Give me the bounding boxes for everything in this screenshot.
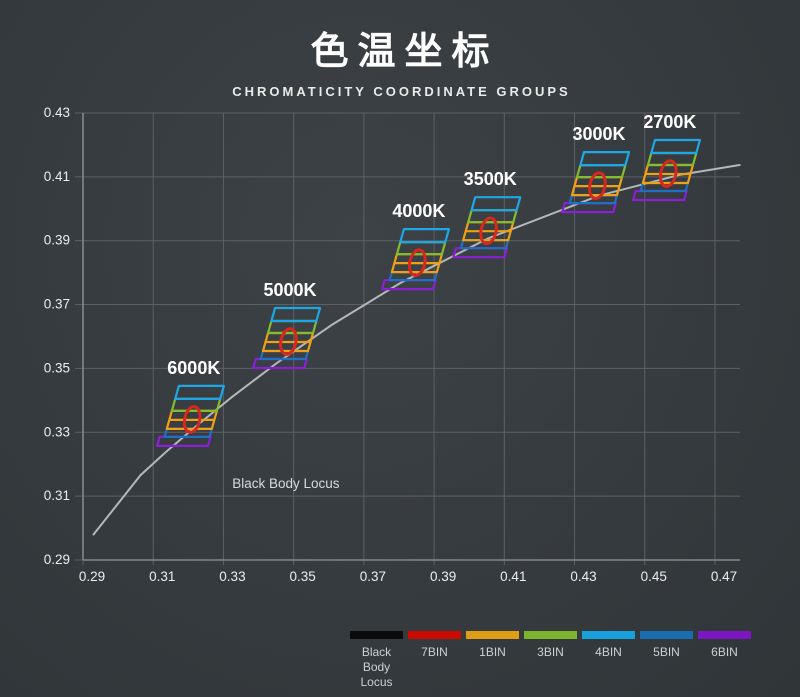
black-body-locus-label: Black Body Locus (232, 476, 340, 491)
cct-group-2700k: 2700K (632, 112, 702, 202)
legend-swatch (408, 631, 461, 639)
bin-ellipse-7bin (279, 327, 298, 356)
legend-item-1bin: 1BIN (466, 631, 519, 690)
bin-band-4bin (174, 384, 225, 400)
legend-swatch (466, 631, 519, 639)
y-tick-label: 0.37 (44, 297, 70, 312)
bin-ellipse-7bin (182, 405, 202, 434)
cct-label: 6000K (167, 358, 220, 378)
bin-band-4bin (270, 306, 322, 323)
x-tick-label: 0.45 (641, 569, 667, 584)
cct-label: 5000K (263, 280, 316, 300)
bin-band-3bin (395, 241, 447, 256)
legend-label: 3BIN (537, 645, 564, 659)
y-tick-label: 0.29 (44, 552, 70, 567)
legend-label: 7BIN (421, 645, 448, 659)
y-tick-label: 0.33 (44, 424, 70, 439)
legend-swatch (350, 631, 403, 639)
bin-band-3bin (266, 319, 318, 335)
legend-label: 4BIN (595, 645, 622, 659)
cct-label: 4000K (392, 201, 445, 221)
bin-band-4bin (470, 196, 522, 212)
bin-band-4bin (579, 151, 631, 167)
legend-label: 6BIN (711, 645, 738, 659)
page-subtitle: CHROMATICITY COORDINATE GROUPS (232, 84, 571, 99)
legend-item-5bin: 5BIN (640, 631, 693, 690)
bin-ellipse-7bin (479, 216, 498, 246)
y-tick-label: 0.39 (44, 233, 70, 248)
legend-item-4bin: 4BIN (582, 631, 635, 690)
legend-label: 5BIN (653, 645, 680, 659)
cct-group-6000k: 6000K (155, 358, 225, 447)
bin-ellipse-7bin (658, 159, 678, 188)
legend-label: Black Body Locus (360, 645, 393, 689)
cct-label: 3500K (464, 169, 517, 189)
bin-band-3bin (170, 397, 222, 412)
bin-ellipse-7bin (407, 248, 427, 278)
bin-band-3bin (575, 164, 627, 179)
bin-band-6bin (155, 435, 212, 447)
tick-labels: 0.29 0.31 0.33 0.35 0.37 0.39 0.41 0.43 0.45 0.47… (44, 105, 737, 584)
legend-item-6bin: 6BIN (698, 631, 751, 690)
cct-label: 3000K (572, 124, 625, 144)
legend-swatch (582, 631, 635, 639)
bin-band-4bin (399, 228, 451, 244)
x-tick-label: 0.29 (79, 569, 105, 584)
x-tick-label: 0.31 (149, 569, 175, 584)
x-tick-label: 0.47 (711, 569, 737, 584)
x-tick-label: 0.41 (500, 569, 526, 584)
legend-item-7bin: 7BIN (408, 631, 461, 690)
x-tick-label: 0.33 (219, 569, 245, 584)
legend-swatch (698, 631, 751, 639)
legend-swatch (640, 631, 693, 639)
page-title: 色温坐标 (310, 31, 499, 73)
legend-item-black-body-locus: Black Body Locus (350, 631, 403, 690)
cct-group-5000k: 5000K (252, 280, 322, 370)
legend-swatch (524, 631, 577, 639)
bin-band-4bin (650, 138, 702, 155)
y-tick-label: 0.31 (44, 488, 70, 503)
black-body-locus-curve (92, 164, 741, 536)
x-tick-label: 0.35 (290, 569, 316, 584)
cct-group-3000k: 3000K (561, 124, 631, 214)
axes (82, 113, 740, 561)
legend: Black Body Locus 7BIN 1BIN 3BIN 4BIN 5BIN 6BIN (350, 631, 751, 690)
legend-item-3bin: 3BIN (524, 631, 577, 690)
cct-label: 2700K (643, 112, 696, 132)
bin-ellipse-7bin (588, 171, 607, 201)
bin-band-3bin (467, 209, 518, 224)
cct-group-4000k: 4000K (381, 201, 451, 291)
grid (75, 112, 740, 565)
x-tick-label: 0.37 (360, 569, 386, 584)
bin-band-3bin (646, 151, 698, 167)
y-tick-label: 0.35 (44, 360, 70, 375)
y-tick-label: 0.43 (44, 105, 70, 120)
x-tick-label: 0.43 (570, 569, 596, 584)
x-tick-label: 0.39 (430, 569, 456, 584)
bin-band-6bin (381, 279, 437, 291)
header: 色温坐标 CHROMATICITY COORDINATE GROUPS (0, 0, 800, 99)
cct-group-3500k: 3500K (452, 169, 522, 259)
bin-band-6bin (632, 189, 688, 202)
legend-label: 1BIN (479, 645, 506, 659)
y-tick-label: 0.41 (44, 169, 70, 184)
